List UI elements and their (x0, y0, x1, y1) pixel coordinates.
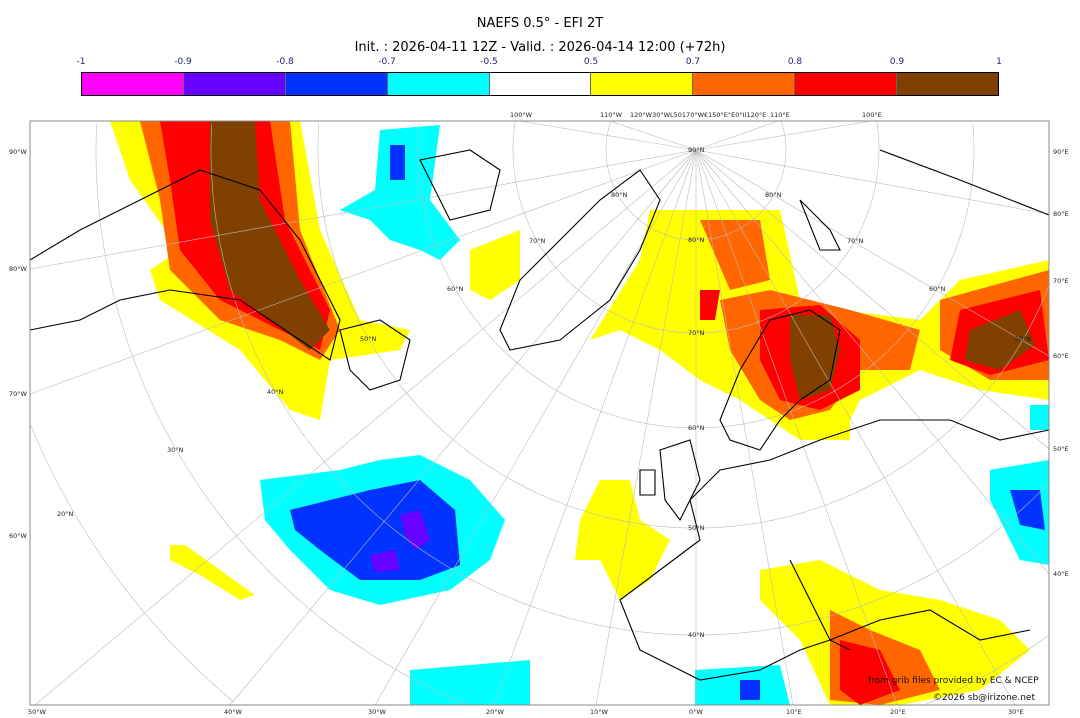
coordinate-label: 10°W (590, 708, 609, 716)
coordinate-label: 30°N (167, 446, 184, 454)
latitude-circle (781, 121, 787, 150)
coordinate-label: 80°W (9, 265, 28, 273)
coordinate-label: 60°W (9, 532, 28, 540)
map-frame (29, 120, 1050, 706)
coordinate-label: 20°W (486, 708, 505, 716)
coordinate-label: 70°E (1053, 277, 1069, 285)
efi-neg-0.7-0.8-areas (290, 145, 1045, 700)
coordinate-label: 120°W30°WL50170°W€150°E°E0°II120°E (630, 111, 766, 119)
coordinate-label: 90°N (688, 146, 705, 154)
coordinate-label: 50°N (360, 335, 377, 343)
coordinate-label: 20°N (57, 510, 74, 518)
colorbar-segment (387, 73, 490, 95)
colorbar-tick-label: 0.7 (685, 57, 701, 67)
coordinate-label: 70°N (688, 329, 705, 337)
colorbar-segment (795, 73, 898, 95)
colorbar-segment (591, 73, 694, 95)
latitude-circle (95, 123, 467, 705)
coordinate-label: 10°E (786, 708, 802, 716)
coordinate-label: 90°W (9, 148, 28, 156)
latitude-circle (210, 124, 1049, 636)
colorbar-tick-label: -0.7 (378, 57, 396, 67)
map-title: NAEFS 0.5° - EFI 2T (476, 16, 604, 31)
coordinate-label: 100°E (862, 111, 882, 119)
map-subtitle: Init. : 2026-04-11 12Z - Valid. : 2026-0… (354, 40, 726, 55)
coordinate-label: 60°N (929, 285, 946, 293)
coordinate-label: 70°N (529, 237, 546, 245)
colorbar-segment (897, 73, 999, 95)
colorbar-segment (183, 73, 286, 95)
coordinate-label: 30°W (368, 708, 387, 716)
latitude-circle (512, 121, 880, 334)
efi-neg-0.8-0.9-areas (370, 510, 430, 572)
latitude-circle (30, 425, 234, 702)
colorbar-tick-label: 0.5 (583, 57, 599, 67)
colorbar-tick-label: -0.9 (174, 57, 192, 67)
coordinate-label: 40°N (267, 388, 284, 396)
colorbar-tick-label: -1 (76, 57, 86, 67)
coordinate-label: 60°E (1053, 352, 1069, 360)
efi-fields (110, 121, 1049, 705)
graticule (29, 120, 1050, 706)
coordinate-label: 70°W (9, 390, 28, 398)
latitude-circle (876, 121, 880, 150)
latitude-circle (317, 123, 1050, 529)
coordinate-label: 60°N (688, 424, 705, 432)
coordinate-label: 100°W (510, 111, 533, 119)
coordinate-label: 50°W (28, 708, 47, 716)
coastlines (29, 149, 1050, 681)
coordinate-label: 80°E (1053, 210, 1069, 218)
colorbar-segment (489, 73, 592, 95)
colorbar-tick-label: -0.8 (276, 57, 294, 67)
colorbar-tick-label: -0.5 (480, 57, 498, 67)
coordinate-label: 40°E (1053, 570, 1069, 578)
coordinate-label: 110°E (770, 111, 790, 119)
coordinate-label: 50°N (688, 524, 705, 532)
colorbar-segment (693, 73, 796, 95)
coordinate-label: 40°N (688, 631, 705, 639)
coordinate-label: 80°N (765, 191, 782, 199)
colorbar-tick-label: 1 (996, 57, 1002, 67)
coordinate-label: 70°N (847, 237, 864, 245)
credit-copyright: ©2026 sb@irizone.net (933, 693, 1035, 703)
colorbar-segment (82, 73, 184, 95)
coordinate-label: 0°W (689, 708, 703, 716)
coordinate-label: 110°W (600, 111, 623, 119)
colorbar-tick-label: 0.9 (889, 57, 905, 67)
coordinate-label: 20°E (890, 708, 906, 716)
coordinate-label: 30°E (1008, 708, 1024, 716)
latitude-circle (972, 123, 975, 150)
colorbar (81, 72, 999, 96)
coordinate-label: 50°E (1053, 445, 1069, 453)
map-labels: 90°W 80°W 70°W 60°W 90°E 80°E 70°E 60°E 50°E 40°E… (9, 111, 1069, 716)
credit-source: from grib files provided by EC & NCEP (868, 676, 1039, 686)
coordinate-label: 40°W (224, 708, 243, 716)
latitude-circle (417, 123, 975, 429)
coordinate-label: 90°E (1053, 148, 1069, 156)
latitude-circle (605, 121, 787, 241)
coordinate-label: 50°N (1015, 335, 1032, 343)
colorbar-segment (285, 73, 388, 95)
colorbar-tick-label: 0.8 (787, 57, 803, 67)
latitude-circle (925, 635, 1049, 705)
coordinate-label: 80°N (688, 236, 705, 244)
coordinate-label: 60°N (447, 285, 464, 293)
coordinate-label: 80°N (611, 191, 628, 199)
